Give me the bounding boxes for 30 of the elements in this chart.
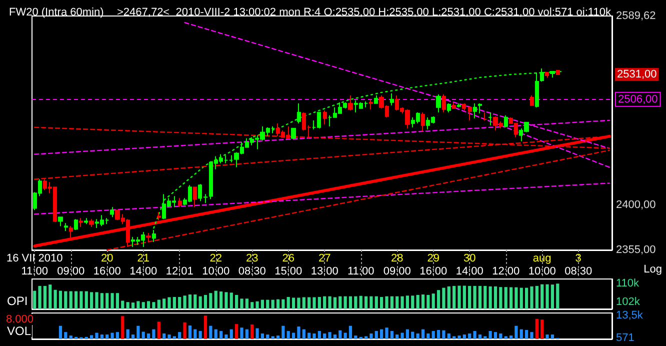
x-tick-label: 11:00 [347, 266, 374, 278]
x-tick-label: 12:01 [166, 266, 194, 278]
text: Log [644, 264, 662, 276]
annotation: 8.000 [6, 314, 34, 326]
y-tick-label: 2355,00 [616, 244, 656, 256]
y-axis-title: OPI [7, 294, 28, 308]
text: 2531,00 [617, 68, 657, 80]
y-tick-label: 13,5k [616, 310, 644, 322]
y-tick-label: 571 [616, 332, 634, 344]
chart-subtitle: >2467,72< 2010-VIII-2 13:00:02 mon R:4 O:2535,00 H:2535,00 L:2531,00 C:2531,00 vol:571 oi:110k [117, 6, 612, 18]
x-tick-label: 12:00 [492, 266, 520, 278]
x-tick-label: aug 10:00 [528, 252, 556, 278]
x-tick-label: 09:00 [57, 266, 85, 278]
x-tick-label: 30 14:00 [456, 252, 484, 278]
x-tick-label: 26 15:00 [274, 252, 302, 278]
y-axis-title: VOL [7, 324, 32, 338]
x-tick-label: 22 10:00 [202, 252, 230, 278]
x-tick-label: 29 16:00 [420, 252, 448, 278]
y-tick-label: 102k [616, 296, 640, 308]
y-tick-label: 110k [616, 278, 640, 290]
y-tick-label: 2589,62 [616, 10, 656, 22]
x-tick-label: 3 08:30 [564, 252, 592, 278]
ref-line-label: 2506,00 [618, 93, 658, 106]
chart-title: FW20 (Intra 60min) [9, 6, 104, 18]
y-tick-label: 2400,00 [616, 199, 656, 212]
x-tick-label: 28 09:00 [383, 252, 411, 278]
x-tick-label: 27 13:00 [310, 252, 338, 278]
x-tick-label: 21 14:00 [130, 252, 158, 278]
x-tick-label: 20 16:00 [93, 252, 121, 278]
x-tick-label: 23 08:30 [238, 252, 266, 278]
